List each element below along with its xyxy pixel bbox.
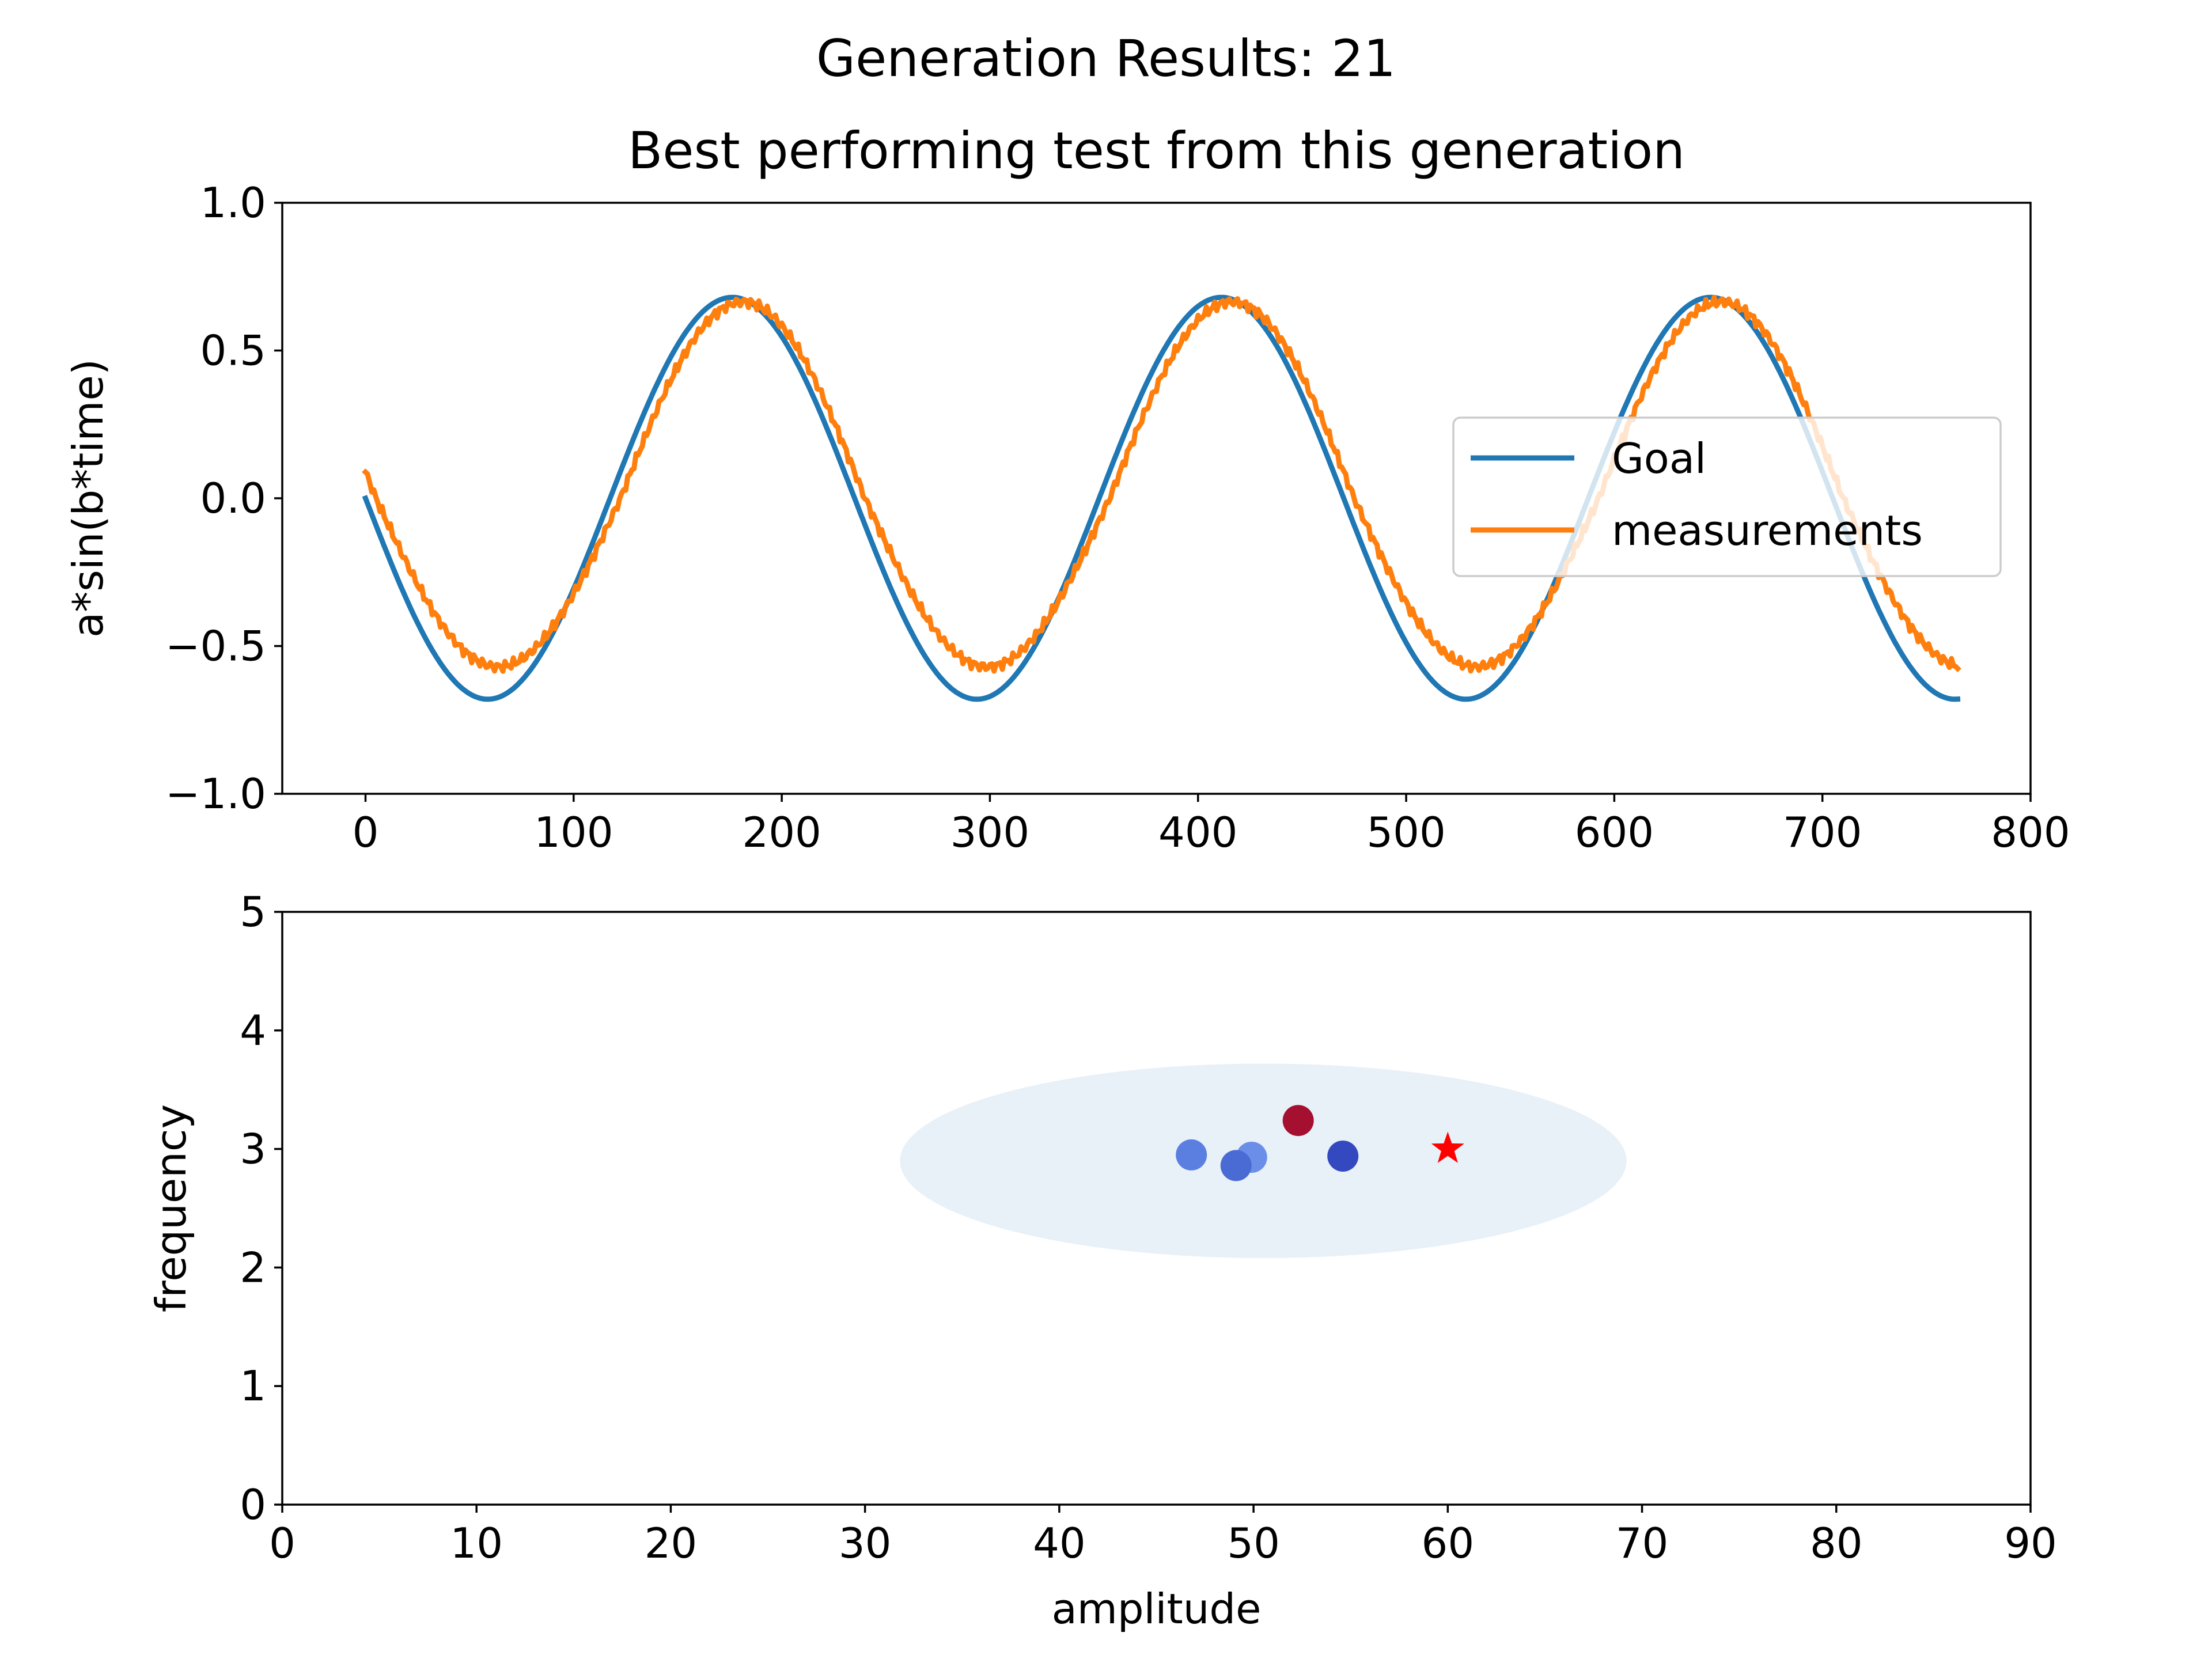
figure-suptitle: Generation Results: 21 bbox=[816, 29, 1396, 88]
y-tick-label: 0 bbox=[240, 1480, 266, 1529]
y-tick-label: 0.0 bbox=[200, 474, 266, 522]
x-tick-label: 80 bbox=[1810, 1519, 1863, 1567]
series-line-measurements bbox=[362, 294, 1961, 674]
legend-entry-Goal: Goal bbox=[1612, 434, 1706, 483]
y-axis-label: a*sin(b*time) bbox=[64, 359, 112, 638]
x-tick-label: 20 bbox=[645, 1519, 698, 1567]
y-tick-label: 1.0 bbox=[200, 179, 266, 227]
sine-wave-chart: Best performing test from this generatio… bbox=[64, 121, 2070, 857]
series-line-Goal bbox=[362, 294, 1961, 702]
x-tick-label: 300 bbox=[950, 808, 1029, 857]
y-tick-label: 3 bbox=[240, 1125, 266, 1173]
legend-entry-measurements: measurements bbox=[1612, 506, 1923, 555]
x-tick-label: 0 bbox=[269, 1519, 296, 1567]
plot-frame bbox=[281, 911, 2032, 1506]
x-tick-label: 200 bbox=[742, 808, 821, 857]
y-tick-label: 0.5 bbox=[200, 327, 266, 375]
scatter-point bbox=[1176, 1139, 1207, 1171]
chart-title: Best performing test from this generatio… bbox=[628, 121, 1685, 180]
y-tick-label: −0.5 bbox=[165, 622, 266, 671]
y-tick-label: 5 bbox=[240, 888, 266, 936]
x-tick-label: 10 bbox=[450, 1519, 503, 1567]
x-tick-label: 700 bbox=[1783, 808, 1862, 857]
x-tick-label: 0 bbox=[353, 808, 379, 857]
legend: Goal measurements bbox=[1452, 416, 2002, 577]
x-tick-label: 70 bbox=[1616, 1519, 1669, 1567]
y-tick-label: 2 bbox=[240, 1243, 266, 1291]
x-tick-label: 40 bbox=[1033, 1519, 1086, 1567]
x-axis-label: amplitude bbox=[1052, 1585, 1262, 1633]
parameter-scatter-chart: 0 10 20 30 40 50 60 70 80 90 0 1 2 3 4 5 amplitude freque… bbox=[147, 888, 2057, 1633]
scatter-point bbox=[1327, 1140, 1359, 1172]
x-tick-label: 60 bbox=[1422, 1519, 1475, 1567]
x-tick-label: 30 bbox=[839, 1519, 892, 1567]
y-tick-label: −1.0 bbox=[165, 770, 266, 818]
y-tick-label: 4 bbox=[240, 1006, 266, 1055]
goal-star-marker bbox=[1431, 1131, 1464, 1163]
x-tick-label: 90 bbox=[2004, 1519, 2057, 1567]
y-tick-label: 1 bbox=[240, 1362, 266, 1410]
x-tick-label: 600 bbox=[1575, 808, 1654, 857]
x-tick-label: 800 bbox=[1991, 808, 2070, 857]
y-axis-label: frequency bbox=[147, 1104, 195, 1312]
x-tick-label: 500 bbox=[1366, 808, 1445, 857]
scatter-point bbox=[1220, 1150, 1252, 1181]
x-tick-label: 400 bbox=[1158, 808, 1237, 857]
scatter-point bbox=[1282, 1105, 1314, 1137]
legend-box bbox=[1452, 416, 2002, 577]
x-tick-label: 50 bbox=[1227, 1519, 1280, 1567]
x-tick-label: 100 bbox=[534, 808, 613, 857]
